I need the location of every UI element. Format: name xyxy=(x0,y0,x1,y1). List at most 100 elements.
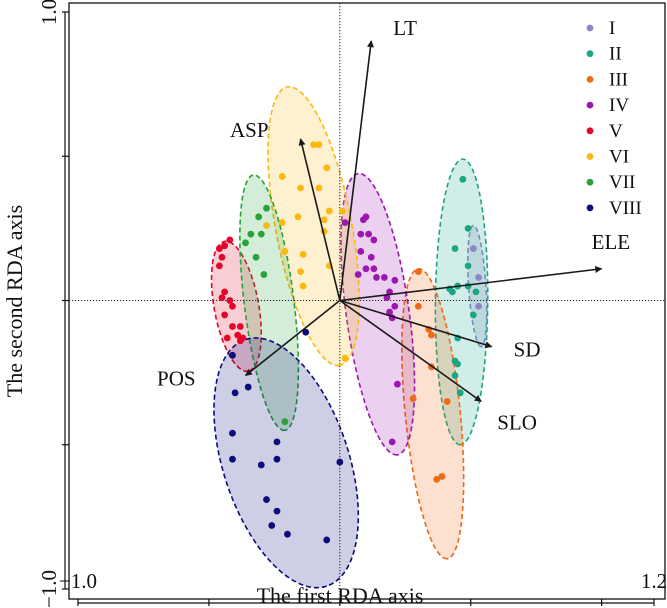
point-group-VI xyxy=(294,213,302,221)
point-group-VI xyxy=(263,222,270,229)
x-axis-label: The first RDA axis xyxy=(257,583,424,608)
y-axis-label: The second RDA axis xyxy=(2,205,27,397)
point-group-VI xyxy=(325,207,333,215)
point-group-VI xyxy=(339,207,346,215)
point-group-II xyxy=(454,360,462,368)
point-group-IV xyxy=(362,265,370,273)
point-group-VII xyxy=(252,253,260,261)
point-group-III xyxy=(414,268,422,276)
point-group-III xyxy=(433,475,441,483)
point-group-VII xyxy=(260,271,268,278)
point-group-V xyxy=(218,294,226,302)
point-group-VI xyxy=(299,282,307,290)
point-group-IV xyxy=(354,271,362,278)
point-group-IV xyxy=(357,248,365,255)
vector-arrow-POS xyxy=(245,299,341,377)
point-group-IV xyxy=(359,216,367,224)
legend-label-III: III xyxy=(609,69,628,90)
point-group-VIII xyxy=(273,507,281,515)
group-ellipses xyxy=(210,86,489,589)
point-group-VII xyxy=(281,418,289,426)
ellipse-group-VIII xyxy=(213,337,360,589)
point-group-VI xyxy=(297,268,304,276)
legend-marker-III xyxy=(586,76,594,83)
point-group-IV xyxy=(357,230,365,238)
point-group-II xyxy=(464,282,472,290)
point-group-VIII xyxy=(273,455,281,463)
axes: −1.0 1.2 1.0 −1.0 xyxy=(37,0,667,608)
ellipse-group-II xyxy=(434,158,489,446)
vector-arrow-ELE xyxy=(339,266,603,302)
zero-lines xyxy=(69,3,665,599)
point-group-IV xyxy=(388,438,396,446)
point-group-VIII xyxy=(323,536,331,544)
legend-marker-II xyxy=(586,50,594,58)
group-points xyxy=(215,141,482,544)
point-group-V xyxy=(229,302,236,310)
point-group-III xyxy=(409,395,417,402)
point-group-IV xyxy=(380,274,388,281)
point-group-V xyxy=(223,334,231,342)
point-group-V xyxy=(236,337,244,345)
point-group-VIII xyxy=(229,455,236,463)
point-group-IV xyxy=(370,236,378,244)
point-group-VIII xyxy=(263,496,270,503)
point-group-V xyxy=(236,323,244,330)
legend-label-VIII: VIII xyxy=(609,198,642,219)
point-group-VIII xyxy=(229,351,236,359)
point-group-VIII xyxy=(244,383,252,391)
y-tick-label: −1.0 xyxy=(37,570,61,608)
legend-marker-V xyxy=(586,127,594,135)
point-group-II xyxy=(472,288,480,296)
point-group-II xyxy=(459,175,467,183)
point-group-V xyxy=(226,297,234,304)
point-group-VI xyxy=(315,184,323,192)
legend-label-V: V xyxy=(609,121,623,142)
point-group-II xyxy=(456,389,464,397)
point-group-VI xyxy=(315,141,323,149)
point-group-VII xyxy=(263,204,270,212)
legend-label-IV: IV xyxy=(609,95,629,116)
x-tick-label: −1.0 xyxy=(59,569,97,593)
point-group-V xyxy=(221,311,229,319)
point-group-V xyxy=(234,331,242,339)
point-group-VIII xyxy=(336,458,344,466)
point-group-I xyxy=(475,274,482,281)
point-group-II xyxy=(451,372,459,379)
point-group-II xyxy=(469,311,477,319)
point-group-I xyxy=(469,245,477,252)
point-group-VI xyxy=(323,164,331,172)
vector-label-LT: LT xyxy=(393,16,417,40)
y-tick-label: 1.0 xyxy=(37,0,61,25)
point-group-IV xyxy=(365,230,373,238)
legend-label-VI: VI xyxy=(609,147,629,168)
point-group-VIII xyxy=(268,522,276,529)
vector-arrow-LT xyxy=(339,40,374,301)
point-group-VI xyxy=(297,184,304,192)
point-group-V xyxy=(221,288,229,296)
point-group-VI xyxy=(320,216,328,224)
point-group-II xyxy=(464,262,472,270)
point-group-III xyxy=(443,398,451,405)
point-group-II xyxy=(451,245,459,252)
point-group-IV xyxy=(373,274,380,281)
point-group-IV xyxy=(367,253,375,261)
legend-marker-I xyxy=(586,24,594,32)
point-group-V xyxy=(215,245,223,252)
point-group-IV xyxy=(391,276,399,284)
point-group-VI xyxy=(281,248,289,255)
point-group-VIII xyxy=(229,429,236,437)
point-group-VII xyxy=(242,239,249,247)
point-group-IV xyxy=(394,380,401,388)
legend-label-I: I xyxy=(609,18,615,39)
point-group-VI xyxy=(299,250,307,258)
point-group-IV xyxy=(391,302,399,310)
point-group-VI xyxy=(310,141,318,149)
ellipse-group-VII xyxy=(239,174,300,432)
point-group-VII xyxy=(257,230,265,238)
point-group-V xyxy=(226,236,234,244)
point-group-V xyxy=(215,262,223,270)
point-group-VIII xyxy=(302,328,310,336)
